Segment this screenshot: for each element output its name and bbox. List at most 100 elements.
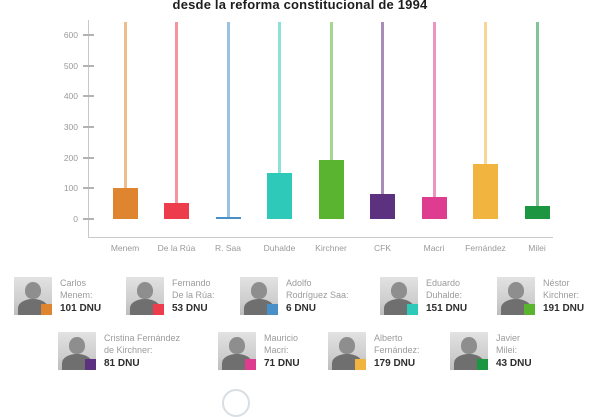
- bar-R. Saa: [215, 217, 241, 219]
- legend-item: Carlos Menem: 101 DNU: [14, 277, 101, 315]
- legend-item: Javier Milei: 43 DNU: [450, 332, 532, 370]
- y-tick-label: 300: [63, 122, 78, 132]
- dnu-count: 101 DNU: [60, 303, 102, 315]
- y-tick-mark: [83, 64, 94, 67]
- silhouette-shoulders: [454, 354, 484, 370]
- legend-item: Fernando De la Rúa: 53 DNU: [126, 277, 215, 315]
- bar-CFK: [370, 194, 395, 219]
- legend-item: Cristina Fernández de Kirchner: 81 DNU: [58, 332, 180, 370]
- bar-Duhalde: [267, 172, 292, 219]
- bar-stem-Macri: [432, 22, 436, 198]
- chart-title: desde la reforma constitucional de 1994: [172, 0, 428, 12]
- silhouette-shoulders: [332, 354, 362, 370]
- x-label-R. Saa: R. Saa: [215, 243, 241, 253]
- x-axis-line: [88, 237, 553, 238]
- silhouette-head: [69, 337, 85, 354]
- color-badge-icon: [41, 304, 52, 315]
- dnu-count: 71 DNU: [264, 358, 300, 370]
- y-axis-line: [88, 20, 89, 237]
- president-name: Mauricio Macri:: [264, 333, 299, 355]
- president-photo: [218, 332, 256, 370]
- president-name: Cristina Fernández de Kirchner:: [104, 333, 181, 355]
- y-tick-mark: [83, 95, 94, 98]
- silhouette-shoulders: [130, 299, 160, 315]
- bar-stem-Fernández: [484, 22, 487, 165]
- bar-Milei: [524, 205, 550, 219]
- bar-stem-Milei: [535, 22, 539, 206]
- president-photo: [58, 332, 96, 370]
- dnu-count: 179 DNU: [374, 358, 416, 370]
- bar-Fernández: [473, 164, 498, 219]
- bar-De la Rúa: [164, 202, 189, 219]
- dnu-count: 53 DNU: [172, 303, 208, 315]
- president-photo: [380, 277, 418, 315]
- legend-item: Alberto Fernández: 179 DNU: [328, 332, 420, 370]
- dnu-count: 151 DNU: [426, 303, 468, 315]
- color-badge-icon: [245, 359, 256, 370]
- y-tick-mark: [83, 187, 94, 190]
- silhouette-head: [391, 282, 407, 299]
- y-tick-label: 500: [63, 60, 78, 71]
- x-label-Menem: Menem: [110, 243, 140, 253]
- legend-item: Adolfo Rodríguez Saa: 6 DNU: [240, 277, 349, 315]
- president-name: Fernando De la Rúa:: [172, 278, 215, 300]
- color-badge-icon: [355, 359, 366, 370]
- bar-stem-Menem: [123, 22, 127, 189]
- president-photo: [497, 277, 535, 315]
- president-photo: [126, 277, 164, 315]
- color-badge-icon: [153, 304, 164, 315]
- president-name: Javier Milei:: [496, 333, 521, 355]
- y-tick-mark: [83, 156, 94, 159]
- president-name: Alberto Fernández:: [374, 333, 420, 355]
- x-label-Kirchner: Kirchner: [315, 243, 347, 253]
- silhouette-head: [251, 282, 267, 299]
- color-badge-icon: [267, 304, 278, 315]
- color-badge-icon: [477, 359, 488, 370]
- y-tick-label: 100: [63, 183, 78, 194]
- y-tick-mark: [83, 218, 94, 220]
- silhouette-shoulders: [18, 299, 48, 315]
- president-name: Eduardo Duhalde:: [426, 278, 463, 300]
- bar-stem-De la Rúa: [175, 22, 178, 203]
- y-tick-mark: [83, 34, 94, 36]
- x-label-De la Rúa: De la Rúa: [157, 243, 196, 253]
- y-tick-mark: [83, 126, 94, 128]
- y-tick-label: 0: [73, 214, 78, 224]
- silhouette-head: [229, 337, 245, 354]
- x-label-Milei: Milei: [528, 243, 546, 253]
- x-label-Fernández: Fernández: [465, 243, 506, 253]
- bar-stem-R. Saa: [226, 22, 230, 217]
- silhouette-shoulders: [384, 299, 414, 315]
- silhouette-head: [508, 282, 524, 299]
- x-label-Macri: Macri: [423, 243, 445, 253]
- silhouette-shoulders: [62, 354, 92, 370]
- bar-Menem: [112, 188, 138, 219]
- bar-stem-CFK: [381, 22, 384, 195]
- color-badge-icon: [407, 304, 418, 315]
- silhouette-head: [25, 282, 41, 299]
- watermark-logo-icon: [222, 389, 250, 417]
- y-tick-label: 200: [63, 152, 78, 163]
- color-badge-icon: [85, 359, 96, 370]
- legend-item: Eduardo Duhalde: 151 DNU: [380, 277, 467, 315]
- silhouette-head: [461, 337, 477, 354]
- x-label-CFK: CFK: [374, 243, 391, 253]
- bar-Macri: [421, 197, 447, 219]
- x-label-Duhalde: Duhalde: [263, 243, 296, 253]
- president-photo: [450, 332, 488, 370]
- y-tick-label: 600: [63, 30, 78, 40]
- legend-item: Mauricio Macri: 71 DNU: [218, 332, 300, 370]
- y-tick-label: 400: [63, 91, 78, 102]
- dnu-count: 81 DNU: [104, 358, 140, 370]
- president-photo: [14, 277, 52, 315]
- president-name: Néstor Kirchner:: [543, 278, 580, 300]
- president-name: Carlos Menem:: [60, 278, 93, 300]
- dnu-bar-chart: 0 100 200 300 400 500 600 Menem De la Rúa R. Saa…: [63, 20, 553, 253]
- silhouette-shoulders: [501, 299, 531, 315]
- legend-item: Néstor Kirchner: 191 DNU: [497, 277, 584, 315]
- president-photo: [328, 332, 366, 370]
- color-badge-icon: [524, 304, 535, 315]
- bar-Kirchner: [318, 160, 344, 219]
- dnu-count: 6 DNU: [286, 303, 317, 315]
- bar-stem-Kirchner: [329, 22, 333, 161]
